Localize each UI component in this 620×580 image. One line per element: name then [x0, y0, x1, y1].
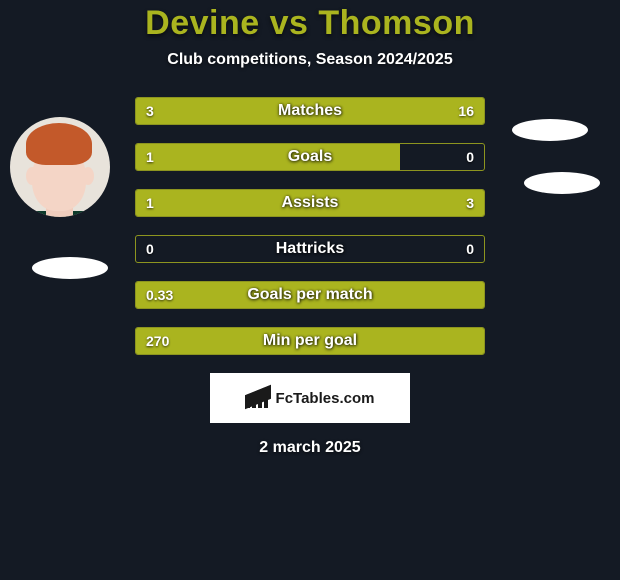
stat-row-goals-per-match: Goals per match0.33 [135, 281, 485, 309]
stat-fill-right [223, 190, 484, 216]
logo-chart-icon [246, 388, 270, 408]
player2-badge-2 [524, 172, 600, 194]
stat-row-hattricks: Hattricks0 0 [135, 235, 485, 263]
page-title: Devine vs Thomson [145, 4, 475, 43]
vs-label: vs [270, 4, 309, 42]
stat-row-matches: Matches316 [135, 97, 485, 125]
comparison-card: Devine vs Thomson Club competitions, Sea… [0, 0, 620, 580]
logo-text: FcTables.com [276, 390, 375, 407]
player1-avatar [10, 117, 110, 217]
stat-row-min-per-goal: Min per goal270 [135, 327, 485, 355]
stat-value-right: 0 [466, 144, 474, 170]
stat-fill-left [136, 144, 400, 170]
fctables-logo: FcTables.com [210, 373, 410, 423]
comparison-body: Matches316Goals10Assists13Hattricks00Goa… [0, 97, 620, 355]
stat-value-right: 0 [466, 236, 474, 262]
stat-value-left: 0 [146, 236, 154, 262]
stat-fill-left [136, 98, 192, 124]
player2-badge-1 [512, 119, 588, 141]
subtitle: Club competitions, Season 2024/2025 [167, 51, 452, 69]
stat-label: Hattricks [136, 236, 484, 262]
player1-club-badge [32, 257, 108, 279]
stat-row-assists: Assists13 [135, 189, 485, 217]
date-label: 2 march 2025 [259, 439, 360, 457]
player1-face-illustration [10, 117, 110, 217]
stat-bars: Matches316Goals10Assists13Hattricks00Goa… [135, 97, 485, 355]
stat-fill-left [136, 190, 223, 216]
stat-row-goals: Goals10 [135, 143, 485, 171]
player1-name: Devine [145, 4, 260, 42]
player2-name: Thomson [318, 4, 474, 42]
stat-fill-right [192, 98, 484, 124]
stat-fill-left [136, 282, 484, 308]
stat-fill-left [136, 328, 484, 354]
